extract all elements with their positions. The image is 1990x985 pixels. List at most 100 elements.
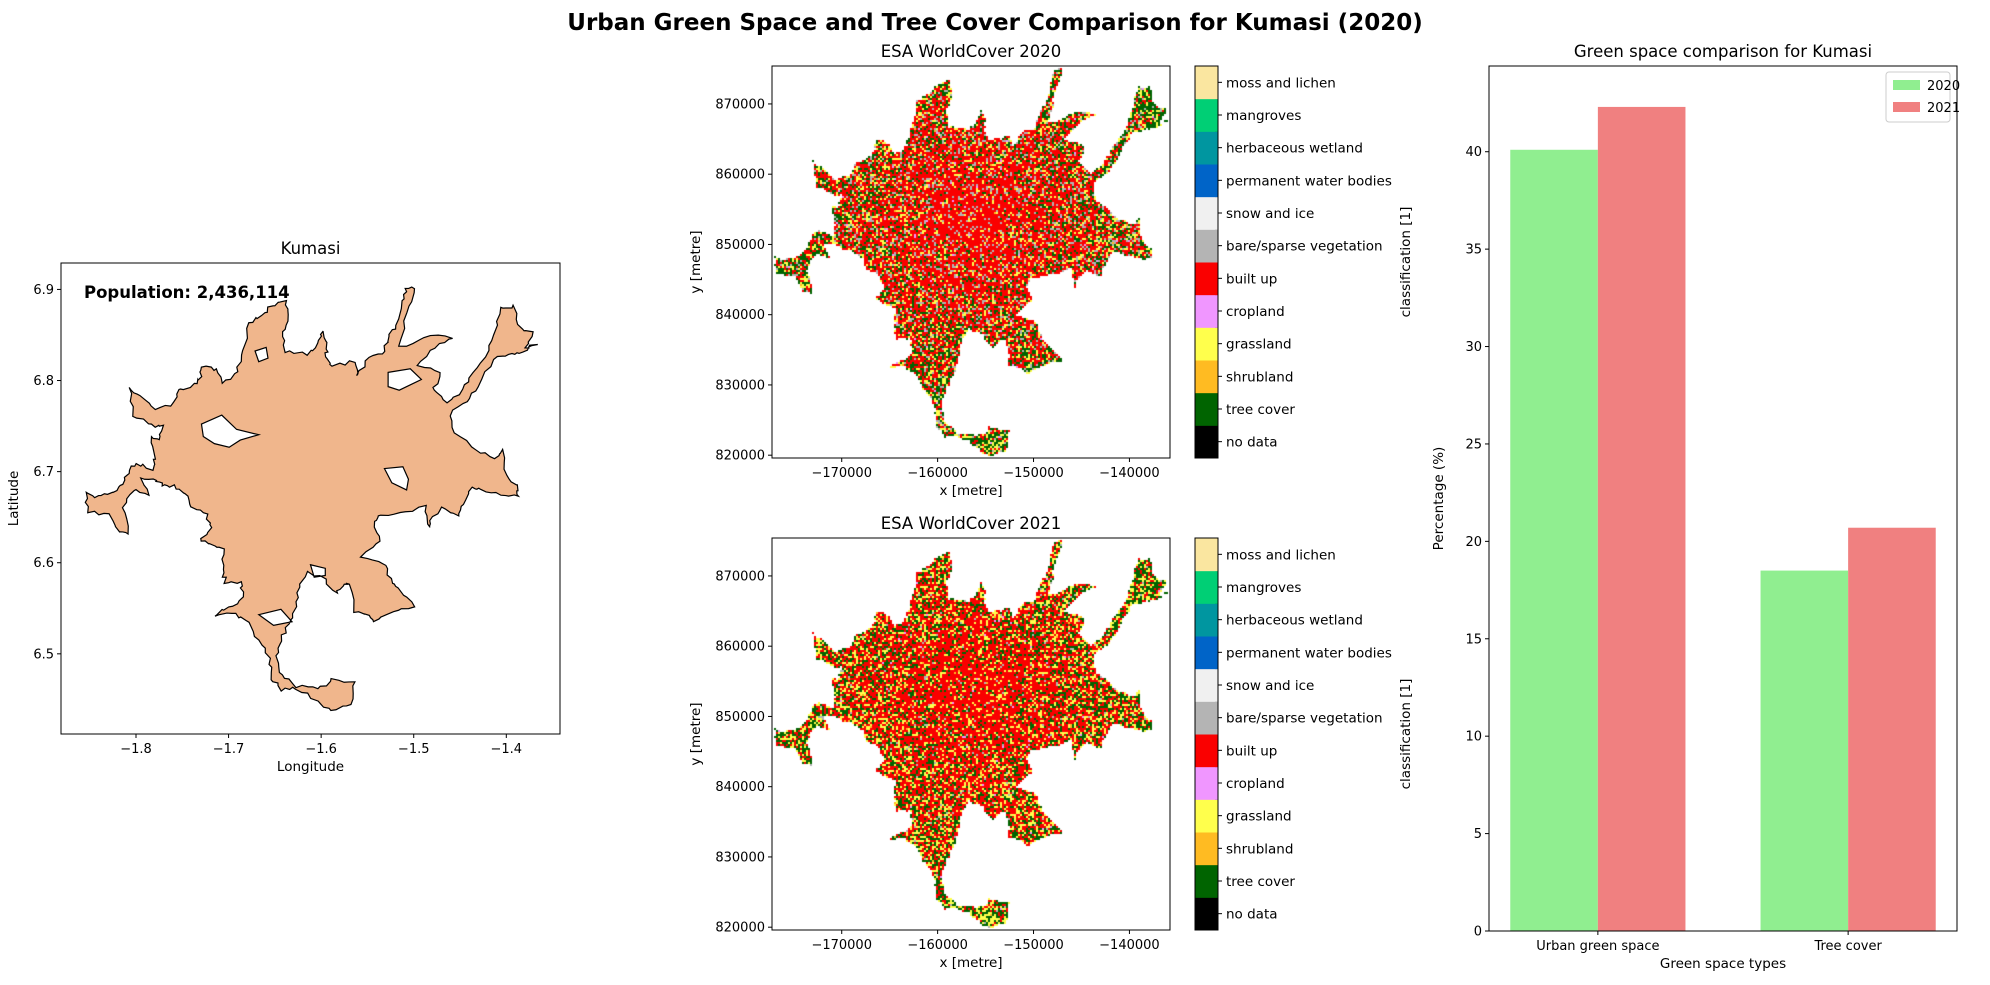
x-tick-label: Tree cover	[1813, 939, 1882, 954]
colorbar-label: mangroves	[1226, 580, 1301, 596]
x-tick-label: −140000	[1099, 938, 1160, 953]
y-axis-label: y [metre]	[688, 702, 704, 765]
worldcover-2020-panel: ESA WorldCover 2020 −170000 −160000 −150000…	[688, 42, 1414, 499]
colorbar-title: classification [1]	[1398, 207, 1414, 318]
colorbar-label: shrubland	[1226, 841, 1293, 857]
x-axis-label: Green space types	[1660, 956, 1786, 972]
x-tick-label: Urban green space	[1536, 939, 1659, 954]
colorbar-label: grassland	[1226, 337, 1292, 353]
legend-label: 2021	[1927, 101, 1960, 116]
y-tick-label: 860000	[715, 640, 765, 655]
axes-title: Green space comparison for Kumasi	[1574, 42, 1872, 61]
y-tick-label: 820000	[715, 449, 765, 464]
y-tick-label: 35	[1465, 243, 1482, 258]
bar-2020-0	[1510, 149, 1598, 931]
colorbar-swatch	[1195, 832, 1218, 866]
legend: 2020 2021	[1885, 71, 1960, 123]
colorbar-swatch	[1195, 603, 1218, 637]
colorbar-swatch	[1195, 864, 1218, 898]
x-tick-label: −150000	[1003, 466, 1064, 481]
colorbar-label: snow and ice	[1226, 206, 1314, 222]
y-tick-label: 6.8	[33, 374, 54, 389]
city-boundary-polygon	[85, 287, 538, 710]
figure-title: Urban Green Space and Tree Cover Compari…	[567, 10, 1422, 36]
colorbar-label: cropland	[1226, 776, 1285, 792]
colorbar-label: herbaceous wetland	[1226, 141, 1363, 157]
colorbar-label: cropland	[1226, 304, 1285, 320]
x-axis-label: x [metre]	[939, 955, 1002, 971]
worldcover-2021-panel: ESA WorldCover 2021 −170000 −160000 −150000…	[688, 514, 1414, 971]
population-annotation: Population: 2,436,114	[84, 283, 290, 302]
y-tick-label: 6.7	[33, 465, 54, 480]
x-tick-label: −170000	[811, 466, 872, 481]
y-tick-label: 860000	[715, 168, 765, 183]
x-tick-label: −160000	[907, 466, 968, 481]
y-axis-label: y [metre]	[688, 230, 704, 293]
axes-frame	[60, 262, 561, 735]
colorbar-swatch	[1195, 294, 1218, 328]
colorbar-swatch	[1195, 734, 1218, 768]
colorbar-swatch	[1195, 425, 1218, 459]
colorbar-swatch	[1195, 131, 1218, 165]
y-tick-label: 830000	[715, 850, 765, 865]
y-tick-label: 40	[1465, 145, 1482, 160]
colorbar-swatch	[1195, 570, 1218, 604]
colorbar-label: mangroves	[1226, 108, 1301, 124]
colorbar-label: herbaceous wetland	[1226, 613, 1363, 629]
y-tick-label: 25	[1465, 437, 1482, 452]
colorbar-title: classification [1]	[1398, 679, 1414, 790]
green-space-bar-panel: Green space comparison for Kumasi 0 5 10 15 2…	[1431, 42, 1960, 972]
colorbar-swatch	[1195, 66, 1218, 100]
x-axis-label: x [metre]	[939, 483, 1002, 499]
x-tick-label: −1.6	[305, 742, 337, 757]
colorbar-swatch	[1195, 701, 1218, 735]
colorbar-swatch	[1195, 392, 1218, 426]
colorbar-label: moss and lichen	[1226, 75, 1336, 91]
y-tick-label: 830000	[715, 378, 765, 393]
y-tick-label: 6.6	[33, 556, 54, 571]
x-tick-label: −1.8	[120, 742, 152, 757]
colorbar-frame	[1194, 65, 1219, 459]
legend-swatch	[1893, 102, 1920, 112]
y-tick-label: 6.5	[33, 647, 54, 662]
colorbar-label: moss and lichen	[1226, 547, 1336, 563]
colorbar-swatch	[1195, 668, 1218, 702]
colorbar-label: grassland	[1226, 809, 1292, 825]
y-tick-label: 30	[1465, 340, 1482, 355]
colorbar-label: built up	[1226, 743, 1277, 759]
bar-2021-0	[1597, 106, 1686, 931]
axes-title: ESA WorldCover 2021	[881, 514, 1062, 533]
y-tick-label: 850000	[715, 710, 765, 725]
colorbar-swatch	[1195, 229, 1218, 263]
legend-label: 2020	[1927, 79, 1960, 94]
y-tick-label: 850000	[715, 238, 765, 253]
y-tick-label: 840000	[715, 308, 765, 323]
colorbar-label: bare/sparse vegetation	[1226, 711, 1383, 727]
y-tick-label: 6.9	[33, 283, 54, 298]
colorbar-label: snow and ice	[1226, 678, 1314, 694]
colorbar-label: no data	[1226, 435, 1278, 451]
colorbar-swatch	[1195, 327, 1218, 361]
x-tick-label: −140000	[1099, 466, 1160, 481]
land-cover-raster	[772, 66, 1170, 458]
axes-title: ESA WorldCover 2020	[881, 42, 1062, 61]
legend-swatch	[1893, 80, 1920, 90]
y-tick-label: 0	[1474, 925, 1482, 940]
y-tick-label: 820000	[715, 921, 765, 936]
colorbar-swatch	[1195, 196, 1218, 230]
x-axis-label: Longitude	[277, 759, 344, 775]
colorbar-label: shrubland	[1226, 369, 1293, 385]
y-axis-label: Percentage (%)	[1431, 447, 1447, 551]
y-axis-label: Latitude	[6, 471, 22, 527]
colorbar-swatch	[1195, 897, 1218, 931]
x-tick-label: −1.4	[491, 742, 523, 757]
y-tick-label: 5	[1474, 827, 1482, 842]
axes-title: Kumasi	[281, 239, 341, 258]
x-tick-label: −170000	[811, 938, 872, 953]
colorbar-label: tree cover	[1226, 402, 1295, 418]
colorbar-swatch	[1195, 262, 1218, 296]
x-tick-label: −1.7	[213, 742, 245, 757]
y-tick-label: 870000	[715, 569, 765, 584]
colorbar-label: permanent water bodies	[1226, 645, 1392, 661]
